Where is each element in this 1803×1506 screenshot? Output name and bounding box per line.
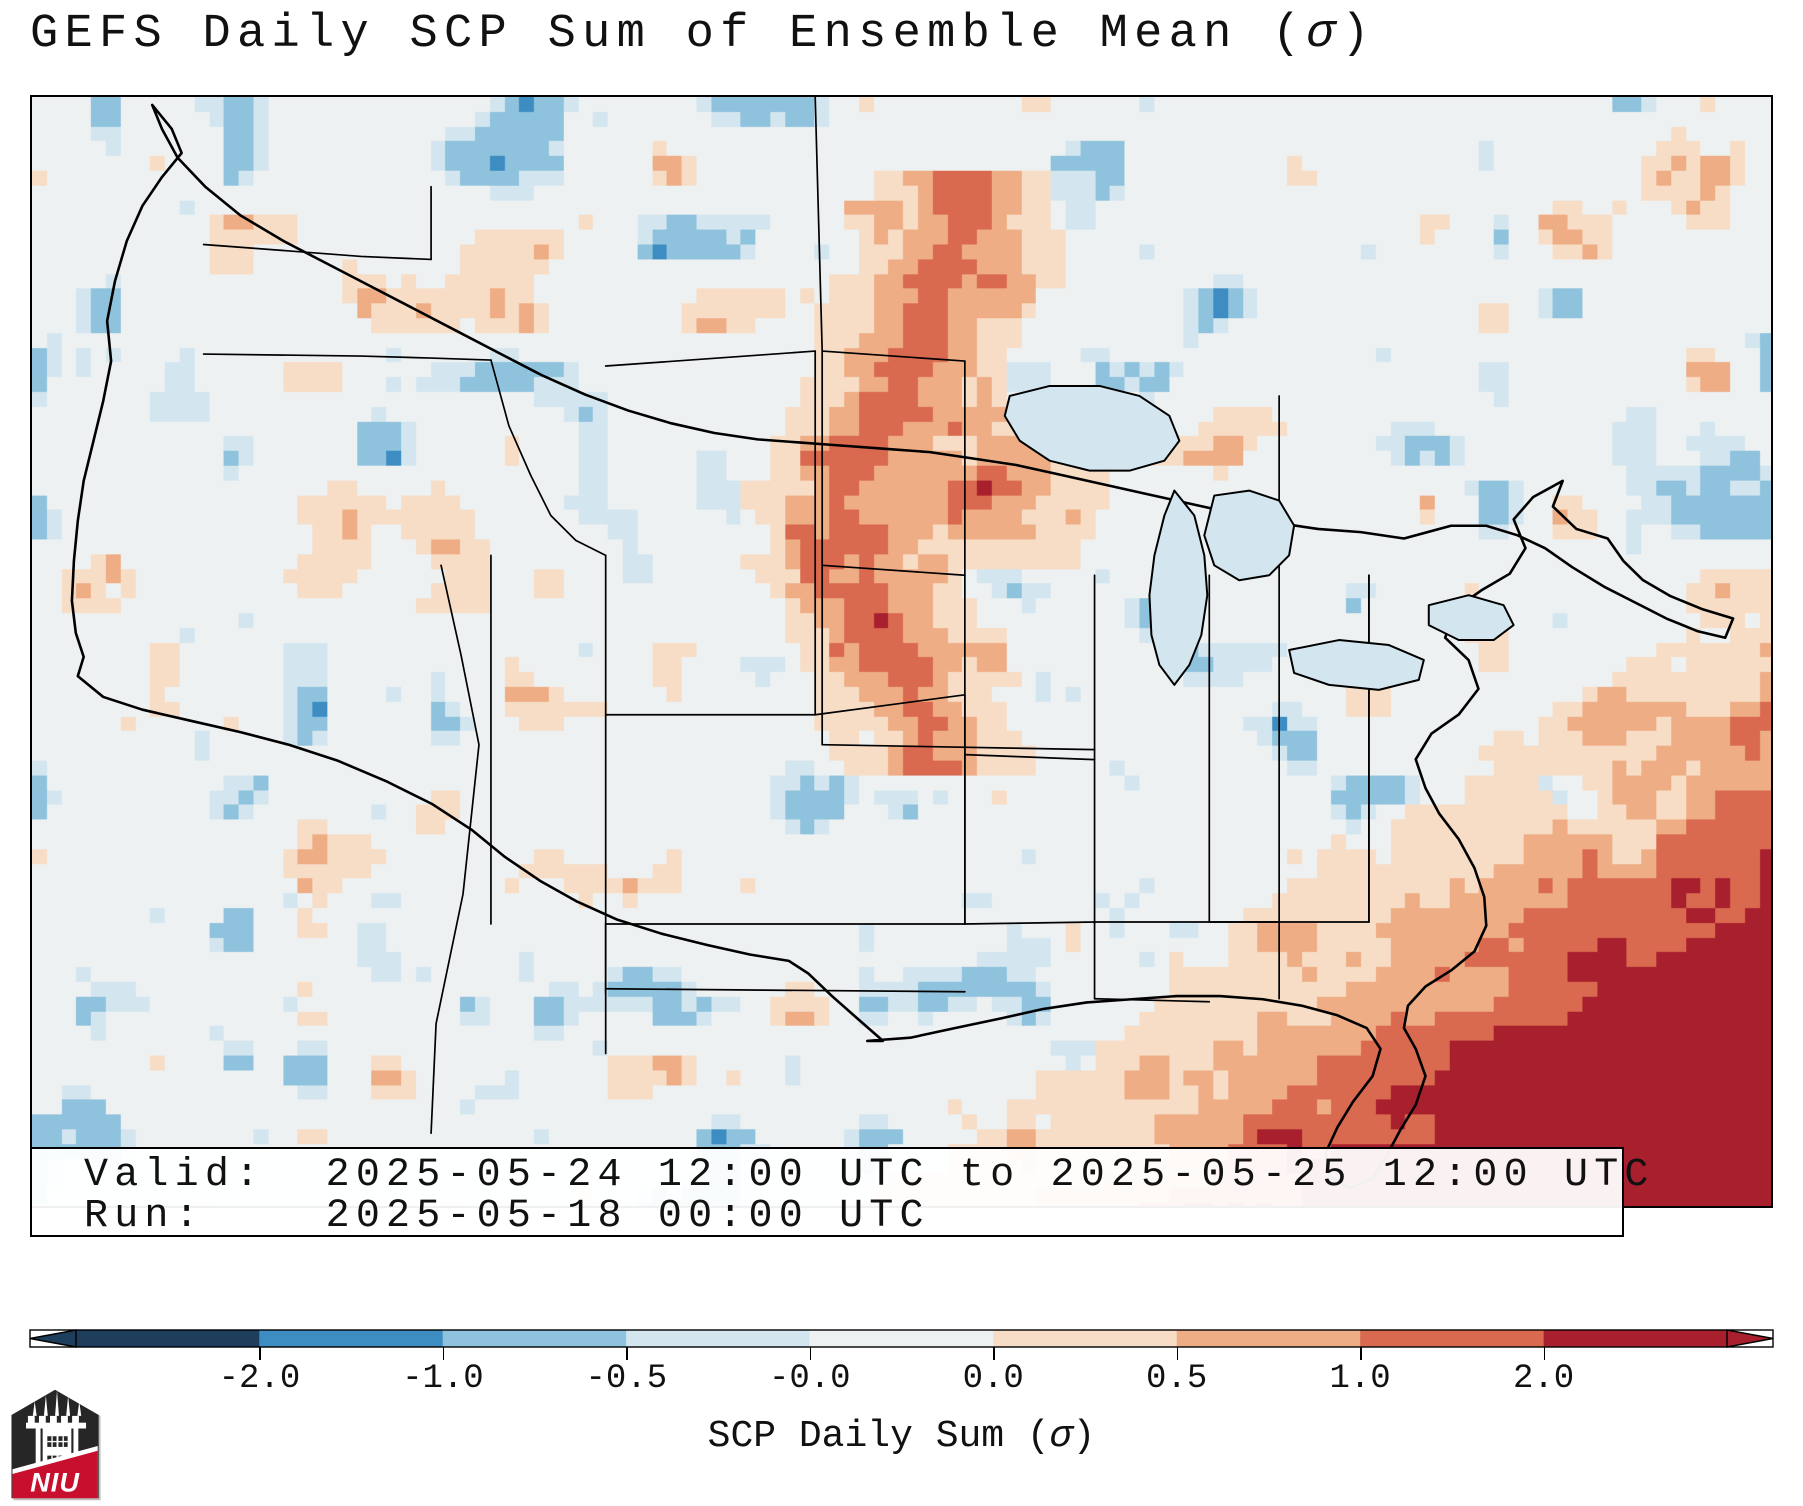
svg-text:NIU: NIU (30, 1466, 80, 1497)
